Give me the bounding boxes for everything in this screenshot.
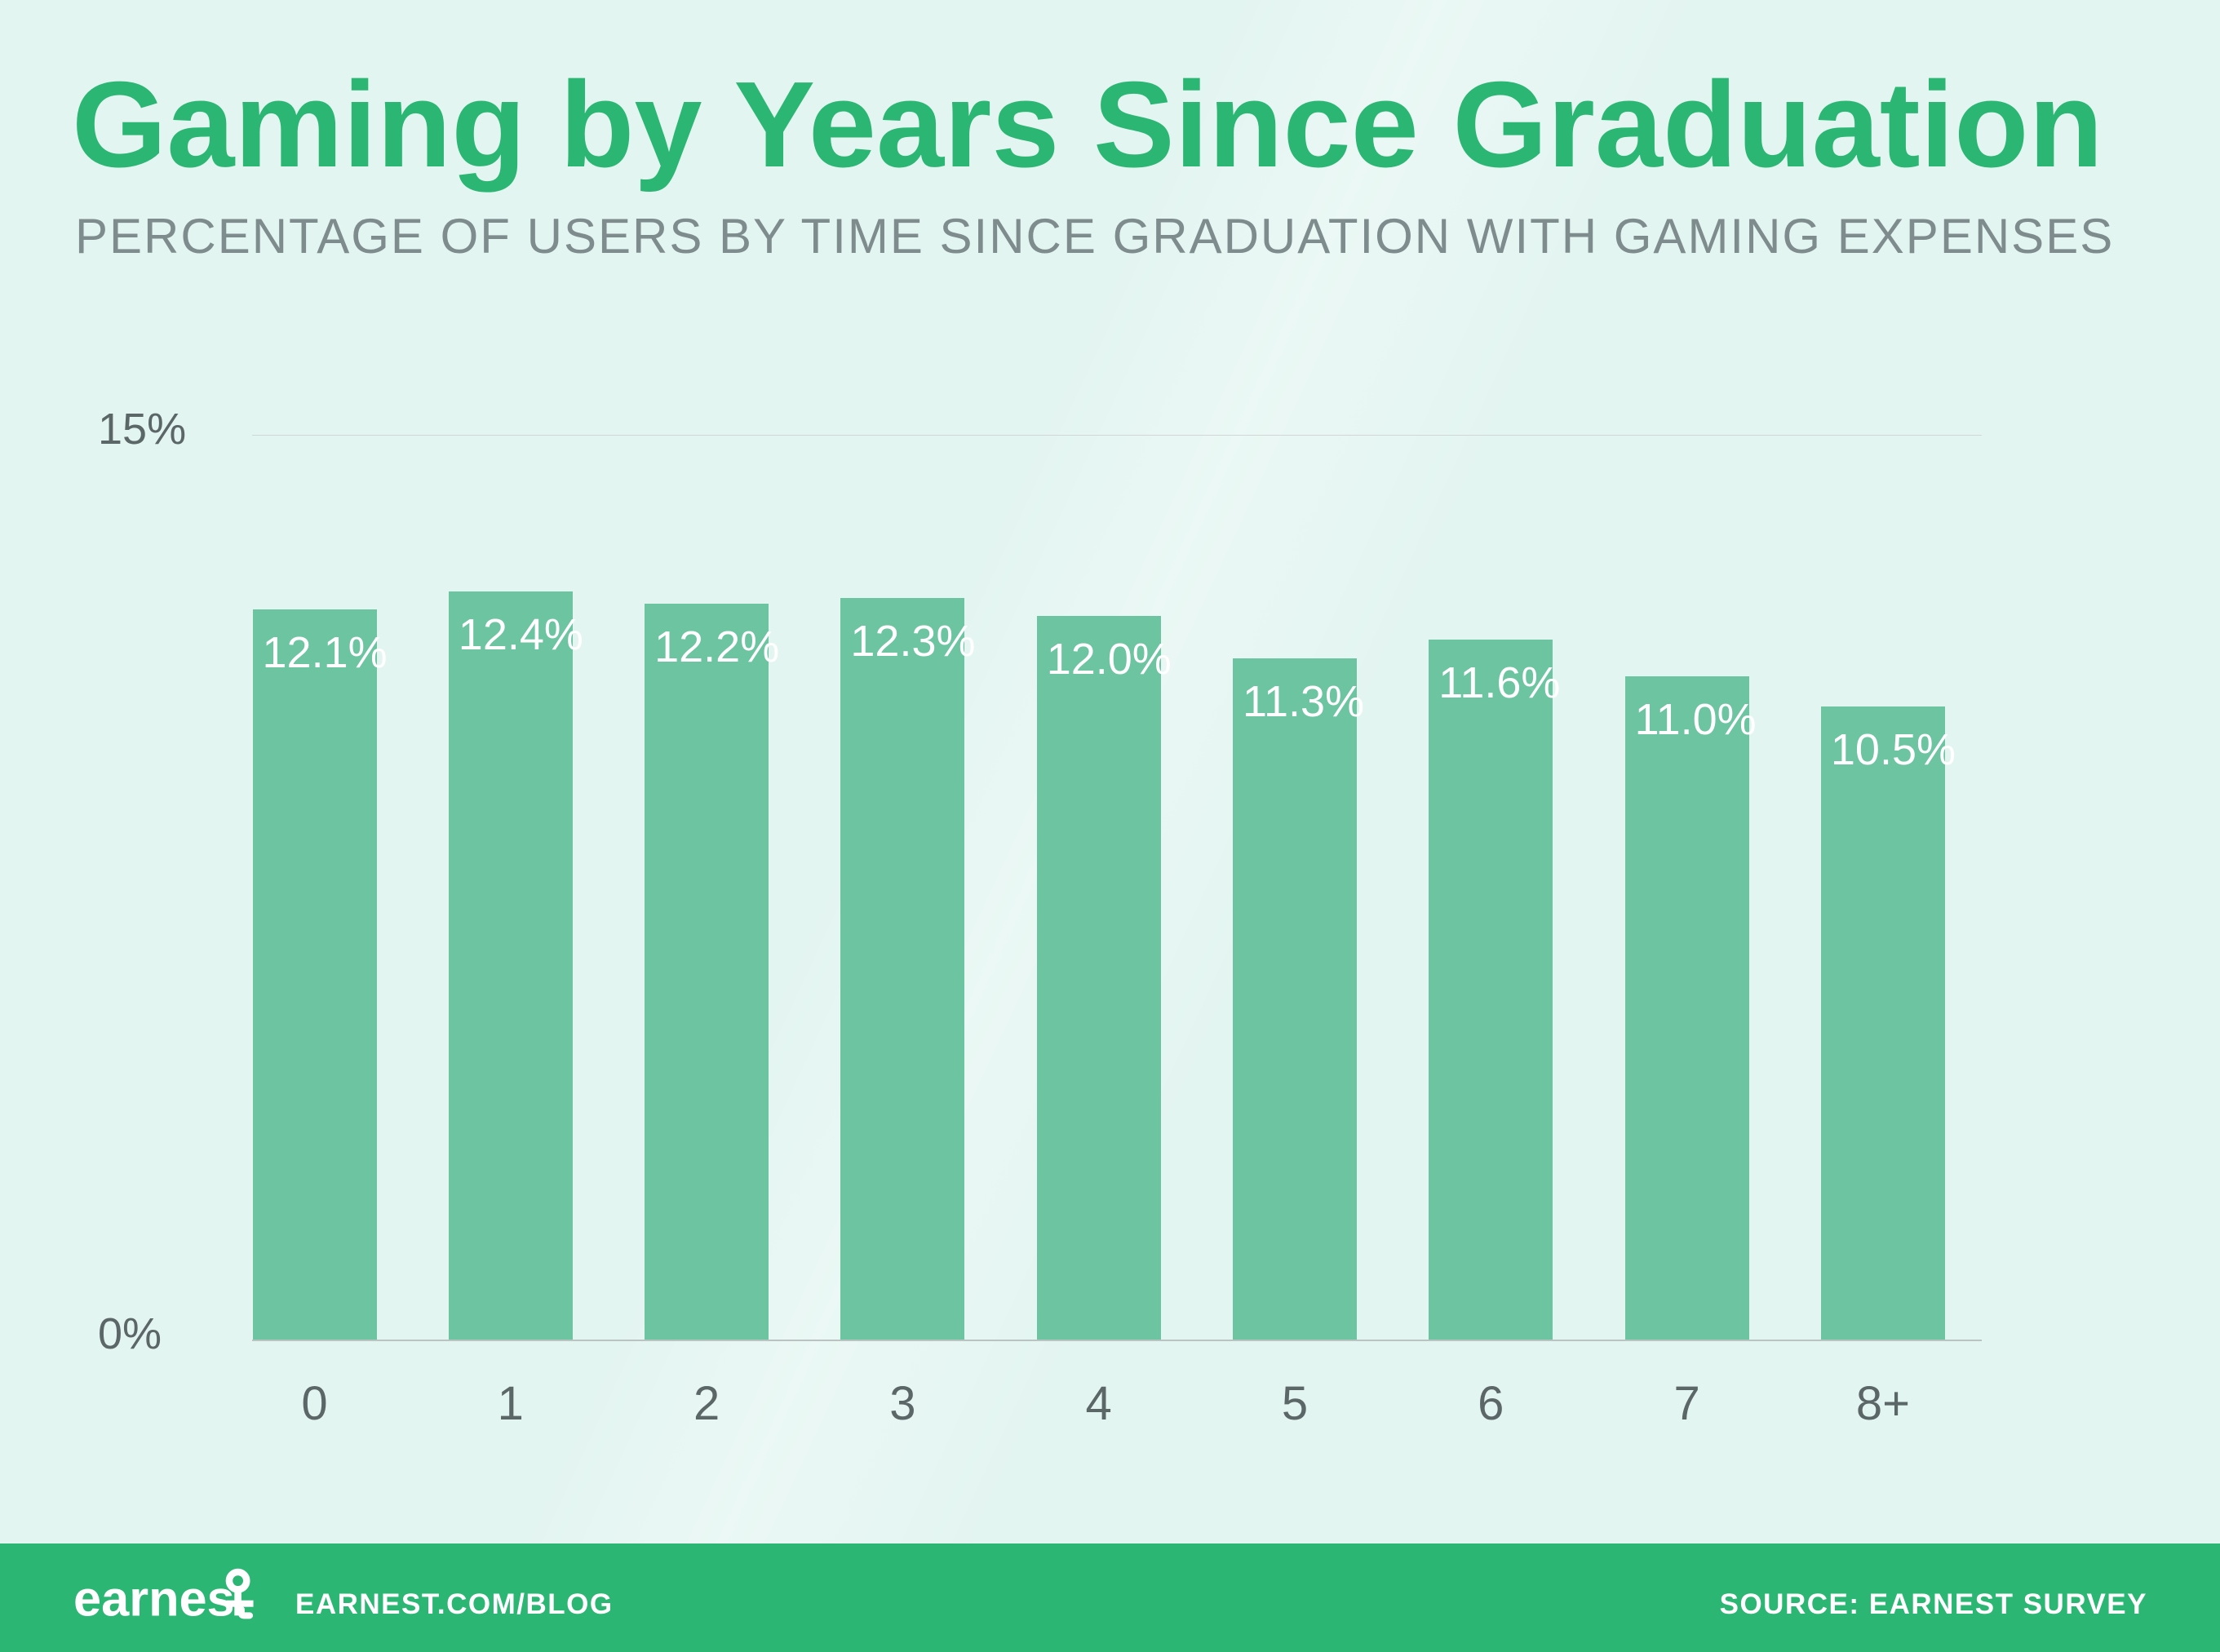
- svg-text:earne: earne: [73, 1570, 207, 1626]
